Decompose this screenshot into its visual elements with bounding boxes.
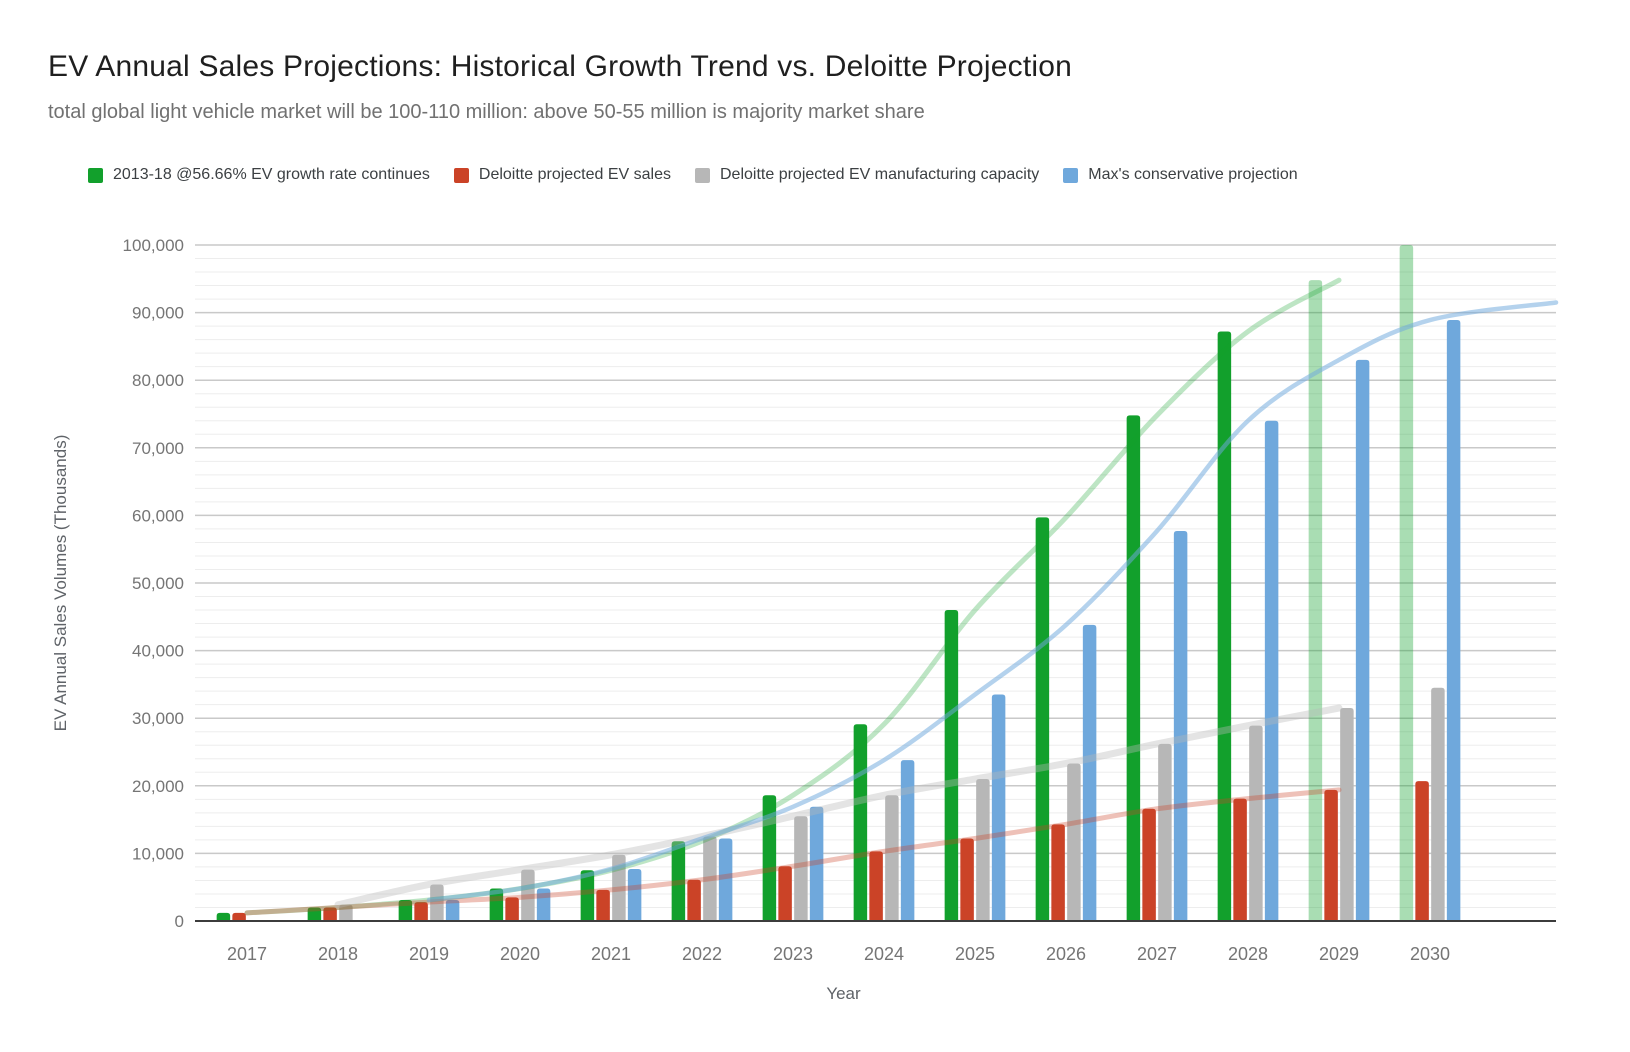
bar-max-conservative-2026	[1082, 624, 1097, 921]
legend-swatch-green-icon	[88, 167, 103, 183]
legend-item-growth-trend: 2013-18 @56.66% EV growth rate continues	[88, 166, 430, 184]
bar-deloitte-capacity-2018	[339, 904, 353, 921]
y-axis-tick-label: 80,000	[132, 371, 184, 390]
legend-item-deloitte-capacity: Deloitte projected EV manufacturing capa…	[695, 166, 1039, 184]
bar-deloitte-sales-2021	[596, 889, 610, 921]
y-axis-tick-label: 30,000	[132, 709, 184, 728]
bar-deloitte-sales-2025	[960, 838, 974, 921]
bar-deloitte-capacity-2030	[1431, 687, 1445, 921]
bar-growth-trend-2026	[1035, 517, 1050, 921]
bar-deloitte-sales-2026	[1051, 824, 1065, 921]
bar-deloitte-capacity-2023	[794, 816, 808, 921]
bar-growth-trend-2023	[762, 795, 777, 921]
bar-deloitte-capacity-2024	[885, 795, 899, 921]
y-axis-tick-label: 10,000	[132, 844, 184, 863]
x-axis-tick-label: 2023	[773, 944, 813, 964]
x-axis-tick-label: 2030	[1410, 944, 1450, 964]
bar-deloitte-capacity-2021	[612, 854, 626, 921]
legend: 2013-18 @56.66% EV growth rate continues…	[88, 166, 1298, 184]
bar-deloitte-capacity-2020	[521, 869, 535, 921]
bar-deloitte-sales-2027	[1142, 808, 1156, 921]
bar-growth-trend-2019	[398, 900, 413, 921]
y-axis-tick-label: 50,000	[132, 574, 184, 593]
x-axis-tick-label: 2020	[500, 944, 540, 964]
bar-deloitte-sales-2020	[505, 897, 519, 921]
x-axis-tick-label: 2021	[591, 944, 631, 964]
bar-max-conservative-2030	[1446, 320, 1461, 921]
y-axis-tick-label: 20,000	[132, 777, 184, 796]
trend-line-max-conservative	[426, 300, 1559, 903]
bar-growth-trend-2027	[1126, 415, 1141, 921]
legend-label: Max's conservative projection	[1088, 166, 1298, 183]
legend-label: 2013-18 @56.66% EV growth rate continues	[113, 166, 430, 183]
bar-max-conservative-2022	[718, 838, 733, 921]
bar-growth-trend-2024	[853, 724, 868, 921]
x-axis-tick-label: 2017	[227, 944, 267, 964]
legend-item-max-conservative: Max's conservative projection	[1063, 166, 1298, 184]
bar-growth-trend-2020	[489, 888, 504, 921]
bar-growth-trend-2025	[944, 610, 959, 921]
chart-title: EV Annual Sales Projections: Historical …	[48, 50, 1072, 83]
bar-deloitte-sales-2022	[687, 879, 701, 921]
bar-growth-trend-2030	[1399, 245, 1414, 921]
y-axis-tick-label: 40,000	[132, 642, 184, 661]
y-axis-title: EV Annual Sales Volumes (Thousands)	[51, 435, 70, 732]
bar-deloitte-sales-2019	[414, 902, 428, 921]
bar-growth-trend-2018	[307, 907, 322, 921]
y-axis-tick-label: 90,000	[132, 304, 184, 323]
bar-growth-trend-2022	[671, 841, 686, 921]
bar-deloitte-sales-2024	[869, 851, 883, 921]
x-axis-tick-label: 2024	[864, 944, 904, 964]
x-axis-tick-label: 2029	[1319, 944, 1359, 964]
x-axis-tick-label: 2026	[1046, 944, 1086, 964]
chart-subtitle: total global light vehicle market will b…	[48, 101, 925, 123]
bar-max-conservative-2027	[1173, 530, 1188, 921]
bar-deloitte-sales-2017	[232, 912, 246, 921]
bar-max-conservative-2029	[1355, 359, 1370, 921]
bar-max-conservative-2023	[809, 806, 824, 921]
x-axis-title: Year	[826, 984, 861, 1003]
bar-max-conservative-2028	[1264, 420, 1279, 921]
bar-max-conservative-2025	[991, 694, 1006, 921]
legend-item-deloitte-sales: Deloitte projected EV sales	[453, 166, 671, 184]
bar-deloitte-capacity-2025	[976, 779, 990, 921]
y-axis-tick-label: 60,000	[132, 506, 184, 525]
bar-deloitte-capacity-2029	[1340, 708, 1354, 921]
legend-label: Deloitte projected EV sales	[478, 166, 671, 183]
bar-growth-trend-2017	[216, 912, 231, 921]
bar-deloitte-capacity-2026	[1067, 763, 1081, 921]
x-axis-tick-label: 2018	[318, 944, 358, 964]
x-axis-tick-label: 2019	[409, 944, 449, 964]
x-axis-tick-label: 2028	[1228, 944, 1268, 964]
bar-deloitte-capacity-2019	[430, 884, 444, 921]
trend-line-deloitte-capacity	[334, 704, 1343, 909]
bar-max-conservative-2019	[445, 900, 460, 921]
y-axis-tick-label: 0	[175, 912, 184, 931]
bar-deloitte-capacity-2027	[1158, 743, 1172, 921]
y-axis-tick-label: 100,000	[123, 236, 184, 255]
legend-swatch-red-icon	[453, 167, 469, 183]
bar-deloitte-capacity-2028	[1249, 725, 1263, 921]
legend-label: Deloitte projected EV manufacturing capa…	[720, 166, 1040, 183]
bar-growth-trend-2021	[580, 870, 595, 921]
x-axis-tick-label: 2025	[955, 944, 995, 964]
bar-deloitte-sales-2018	[323, 907, 337, 921]
x-axis-tick-label: 2022	[682, 944, 722, 964]
bar-deloitte-sales-2023	[778, 866, 792, 921]
bar-deloitte-sales-2029	[1324, 789, 1338, 921]
bar-max-conservative-2020	[536, 888, 551, 921]
legend-swatch-blue-icon	[1063, 167, 1079, 183]
bar-deloitte-sales-2028	[1233, 798, 1247, 921]
bar-max-conservative-2021	[627, 868, 642, 921]
bar-growth-trend-2028	[1217, 331, 1232, 921]
bar-max-conservative-2024	[900, 760, 915, 921]
x-axis-tick-label: 2027	[1137, 944, 1177, 964]
bar-deloitte-capacity-2022	[703, 836, 717, 921]
bar-growth-trend-2029	[1308, 280, 1323, 922]
bar-deloitte-sales-2030	[1415, 781, 1429, 921]
y-axis-tick-label: 70,000	[132, 439, 184, 458]
legend-swatch-gray-icon	[695, 167, 710, 183]
